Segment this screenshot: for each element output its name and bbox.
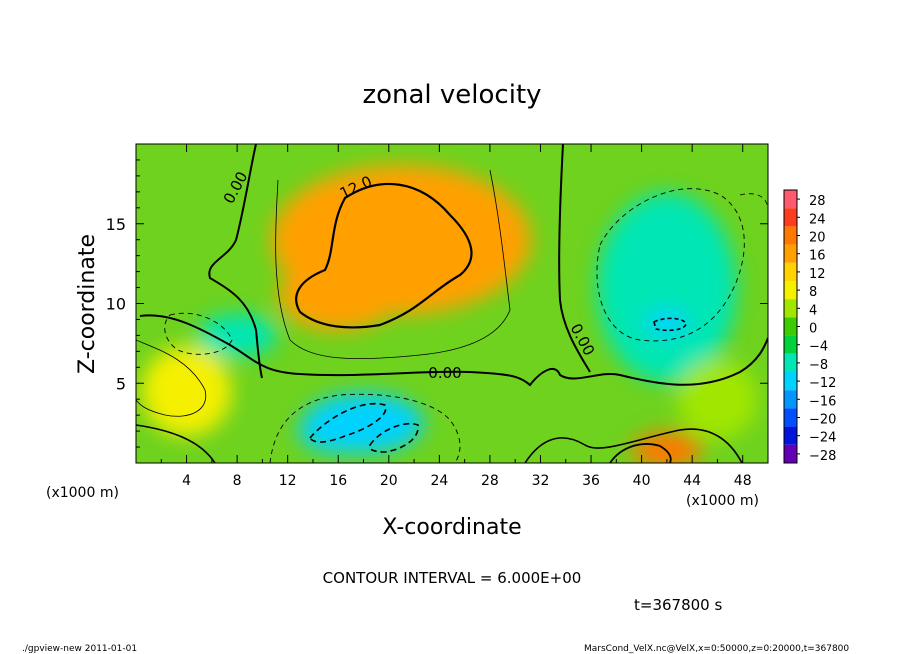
y-tick-label: 10	[106, 295, 126, 314]
colorbar-swatch	[784, 299, 797, 318]
colorbar-label: 28	[809, 194, 826, 209]
colorbar-label: −20	[809, 413, 836, 428]
y-tick-label: 5	[116, 374, 126, 393]
contour-right-edge	[739, 193, 768, 211]
colorbar-swatch	[784, 281, 797, 300]
colorbar-label: −28	[809, 449, 836, 464]
footer-left: ./gpview-new 2011-01-01	[22, 644, 137, 654]
time-stamp: t=367800 s	[634, 596, 722, 614]
contour-neg6-left	[164, 312, 233, 355]
x-tick-label: 40	[633, 473, 651, 489]
colorbar-swatch	[784, 335, 797, 354]
colorbar-label: 12	[809, 267, 826, 282]
x-axis-label: X-coordinate	[382, 515, 521, 540]
colorbar-label: −16	[809, 394, 836, 409]
colorbar-label: 20	[809, 231, 826, 246]
x-tick-label: 8	[233, 473, 242, 489]
x-tick-label: 20	[380, 473, 398, 489]
colorbar-swatch	[784, 226, 797, 245]
field-feature	[677, 359, 758, 440]
y-tick-label: 15	[106, 215, 126, 234]
x-tick-label: 44	[683, 473, 701, 489]
colorbar-swatch	[784, 372, 797, 391]
contour-neg12-b	[368, 423, 419, 453]
contour-zero-upper-left	[208, 144, 263, 379]
colorbar-label: −24	[809, 431, 836, 446]
colorbar-label: 24	[809, 212, 826, 227]
x-unit-label-left: (x1000 m)	[46, 485, 119, 501]
field-feature	[298, 409, 379, 454]
y-axis-label: Z-coordinate	[75, 234, 100, 374]
colorbar-swatch	[784, 208, 797, 227]
footer-right: MarsCond_VelX.nc@VelX,x=0:50000,z=0:2000…	[584, 644, 849, 654]
colorbar-label: 8	[809, 285, 817, 300]
colorbar-swatch	[784, 317, 797, 336]
x-tick-label: 48	[734, 473, 752, 489]
x-tick-label: 24	[430, 473, 448, 489]
contour-12	[295, 182, 473, 329]
x-tick-label: 4	[182, 473, 191, 489]
field-feature	[596, 192, 737, 383]
plot-area: 12.00.000.000.00	[136, 144, 768, 463]
field-feature	[141, 346, 232, 437]
y-axis: 5 10 15	[106, 159, 768, 448]
colorbar-swatch	[784, 190, 797, 209]
colorbar-swatch	[784, 444, 797, 463]
contour-6-thin	[275, 169, 511, 360]
contour-neg12-a	[308, 402, 387, 443]
contour-neg6-bottom	[269, 393, 461, 463]
colorbar-swatch	[784, 426, 797, 445]
x-tick-label: 16	[329, 473, 347, 489]
x-tick-label: 12	[279, 473, 297, 489]
field-feature	[644, 310, 689, 335]
contour-zero-lower	[136, 424, 743, 463]
colorbar-label: 4	[809, 303, 817, 318]
x-axis: 4 8 12 16 20 24 28 32 36 40 44 48	[160, 144, 752, 489]
contour-6-left	[136, 339, 207, 417]
chart-title: zonal velocity	[362, 80, 541, 110]
contour-interval-note: CONTOUR INTERVAL = 6.000E+00	[323, 569, 582, 587]
contour-neg12-c	[653, 317, 687, 332]
contour-label: 0.00	[428, 364, 461, 382]
colorbar-swatch	[784, 353, 797, 372]
colorbar-swatch	[784, 262, 797, 281]
contour-zero-vertical	[558, 144, 591, 373]
colorbar-swatch	[784, 408, 797, 427]
colorbar-swatch	[784, 390, 797, 409]
colorbar-swatch	[784, 244, 797, 263]
colorbar-label: −8	[809, 358, 828, 373]
x-unit-label-right: (x1000 m)	[686, 493, 759, 509]
x-tick-label: 28	[481, 473, 499, 489]
field-feature	[631, 432, 702, 463]
field-feature	[197, 313, 278, 358]
x-tick-label: 32	[532, 473, 550, 489]
colorbar-label: −4	[809, 340, 828, 355]
contour-18-bottom	[609, 443, 672, 463]
contour-zero-main	[139, 314, 768, 387]
x-tick-label: 36	[582, 473, 600, 489]
colorbar-label: 0	[809, 322, 817, 337]
colorbar-label: −12	[809, 376, 836, 391]
colorbar: 28 24 20 16 12 8 4 0 −4 −8 −12 −16 −20 −24 −28	[783, 189, 836, 464]
colorbar-label: 16	[809, 249, 826, 264]
contour-neg6-right	[596, 188, 745, 342]
